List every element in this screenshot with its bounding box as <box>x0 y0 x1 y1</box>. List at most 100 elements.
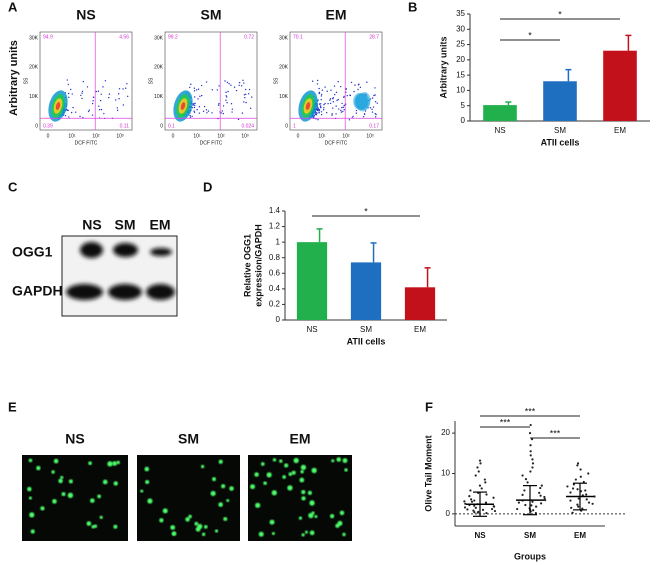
flow-dot <box>318 111 320 114</box>
point <box>492 496 495 499</box>
y-axis-label: Arbitrary units <box>438 36 448 98</box>
flow-dot <box>332 101 335 103</box>
flow-dot <box>364 110 367 112</box>
flow-dot <box>316 112 318 114</box>
flow-y-tick: 20K <box>29 65 39 71</box>
x-tick-label: NS <box>306 325 317 334</box>
flow-x-tick: 10² <box>342 133 350 139</box>
comet <box>344 468 348 472</box>
flow-core <box>180 102 186 110</box>
flow-y-tick: 30K <box>154 35 164 41</box>
image-title: SM <box>178 431 199 447</box>
flow-dot <box>99 99 102 102</box>
y-tick-label: 0.6 <box>269 268 281 277</box>
comet <box>201 532 206 537</box>
flow-dots <box>173 79 253 122</box>
bar <box>543 81 577 121</box>
flow-dot <box>244 88 247 91</box>
flow-dot <box>225 91 227 94</box>
flow-dot <box>357 88 359 91</box>
flow-dot <box>95 90 98 93</box>
comet <box>301 490 306 495</box>
point <box>572 483 575 486</box>
flow-dot <box>124 87 127 89</box>
flow-dot <box>82 80 85 83</box>
flow-dot <box>217 104 220 106</box>
flow-dot <box>211 112 213 114</box>
flow-dot <box>324 102 326 105</box>
point <box>479 462 482 465</box>
point <box>577 505 580 508</box>
comet <box>308 512 314 519</box>
flow-dot <box>348 119 351 121</box>
flow-dot <box>193 110 195 112</box>
comet <box>226 498 230 503</box>
comet <box>342 458 348 464</box>
point <box>539 502 543 505</box>
comet <box>288 472 293 476</box>
comet <box>342 532 346 537</box>
comet <box>291 470 296 475</box>
panel-label: E <box>8 399 17 414</box>
flow-dot <box>97 90 100 92</box>
flow-y-tick: 10K <box>154 94 164 100</box>
flow-dot <box>79 115 81 118</box>
point <box>478 484 482 487</box>
x-tick-label: SM <box>524 531 536 540</box>
point <box>539 486 542 490</box>
flow-dot <box>75 111 77 113</box>
point <box>490 507 494 511</box>
comet <box>36 465 41 471</box>
y-tick-label: 1.4 <box>269 206 281 215</box>
flow-x-tick: 10¹ <box>318 133 326 139</box>
y-tick-label: 10 <box>456 86 465 95</box>
comet <box>299 477 305 483</box>
flow-dot <box>371 97 374 99</box>
flow-dot <box>127 95 129 98</box>
flow-dot <box>193 90 196 92</box>
flow-x-tick: 10² <box>217 133 225 139</box>
flow-dot <box>193 87 196 89</box>
quadrant-value: 28.7 <box>369 34 379 40</box>
flow-dot <box>335 113 337 115</box>
point <box>484 481 487 484</box>
flow-dot <box>329 99 331 101</box>
comet <box>212 477 217 482</box>
flow-dot <box>66 109 68 111</box>
flow-x-tick: 10³ <box>366 133 374 139</box>
comet <box>223 516 228 521</box>
flow-x-label: DCF FITC <box>200 140 223 146</box>
comet <box>229 486 234 491</box>
flow-dot <box>337 81 339 83</box>
point <box>517 501 521 504</box>
flow-dot <box>376 102 378 104</box>
flow-dot <box>320 113 323 116</box>
plot-title: EM <box>326 7 347 23</box>
comet <box>86 521 92 526</box>
flow-dot <box>341 102 343 105</box>
x-axis-label: Groups <box>514 551 546 561</box>
point <box>587 501 591 504</box>
point <box>539 494 542 497</box>
point <box>569 499 572 502</box>
flow-dot <box>374 87 376 89</box>
point <box>571 511 574 514</box>
point <box>576 503 579 506</box>
flow-dot <box>117 93 120 95</box>
flow-dot <box>327 102 329 105</box>
significance-label: *** <box>525 406 536 416</box>
flow-dot <box>198 105 201 108</box>
point <box>529 444 532 447</box>
x-tick-label: EM <box>614 126 626 135</box>
comet <box>194 521 199 526</box>
flow-dot <box>102 86 104 88</box>
flow-dot <box>203 105 206 108</box>
flow-dot <box>335 91 338 94</box>
flow-dot <box>100 108 103 111</box>
flow-dot <box>194 104 196 107</box>
flow-dot <box>366 81 368 83</box>
quadrant-value: 4.56 <box>119 34 129 40</box>
flow-x-tick: 10¹ <box>68 133 76 139</box>
flow-dot <box>190 83 192 85</box>
point <box>585 498 588 501</box>
